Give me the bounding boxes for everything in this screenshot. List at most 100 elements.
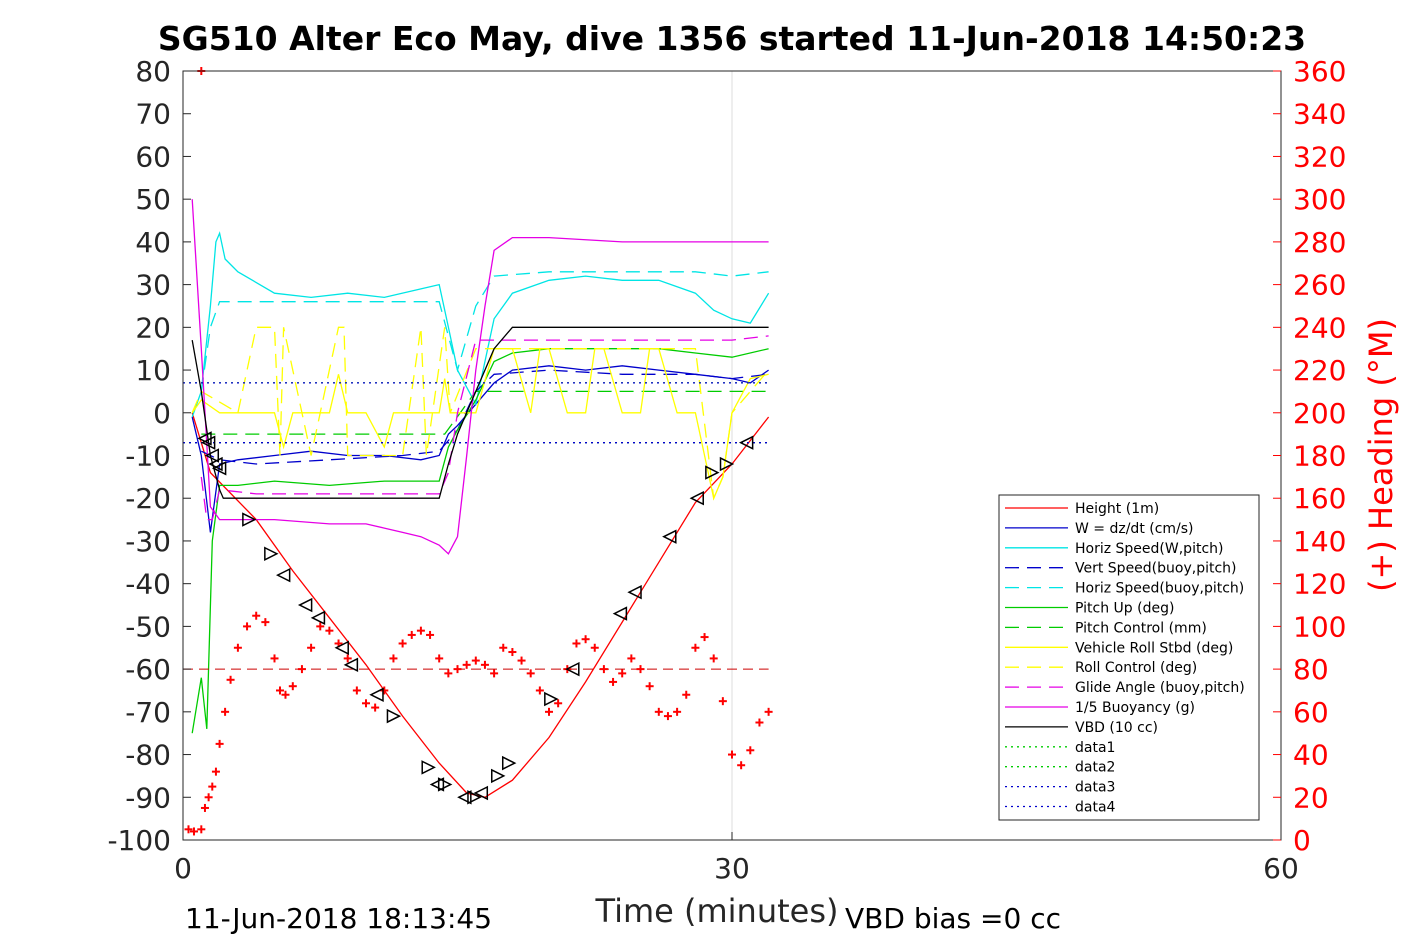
triangle-marker [738, 435, 754, 450]
series-line-pitch-up-deg- [191, 348, 769, 734]
right-tick-label: 260 [1293, 269, 1346, 302]
right-tick-label: 220 [1293, 354, 1346, 387]
triangle-marker [705, 465, 720, 480]
heading-point [233, 643, 242, 652]
heading-point [297, 665, 306, 674]
triangle-marker [429, 777, 445, 792]
legend-label: data3 [1075, 780, 1115, 796]
left-tick-label: -10 [125, 440, 171, 473]
heading-point [426, 630, 435, 639]
series-layer [183, 199, 770, 798]
right-tick-label: 360 [1293, 55, 1346, 88]
heading-point [554, 699, 563, 708]
triangle-marker [544, 691, 559, 707]
marker-layer [197, 431, 754, 805]
heading-point [316, 622, 325, 631]
series-line-vehicle-roll-stbd-deg- [191, 348, 769, 501]
heading-layer [184, 67, 773, 836]
series-line-1-5-buoyancy-g- [191, 199, 769, 555]
legend-label: Vehicle Roll Stbd (deg) [1075, 640, 1233, 656]
right-tick-label: 340 [1293, 98, 1346, 131]
legend-label: Height (1m) [1075, 501, 1159, 517]
series-line-roll-control-deg- [191, 326, 770, 501]
triangle-marker [491, 768, 506, 784]
heading-point [471, 656, 480, 665]
right-tick-label: 160 [1293, 482, 1346, 515]
triangle-marker [565, 661, 580, 677]
x-axis-ticks: 0 30 60 [174, 832, 1299, 885]
x-tick-label: 0 [174, 852, 192, 885]
triangle-marker [369, 687, 384, 702]
heading-point [189, 827, 198, 836]
heading-point [389, 654, 398, 663]
legend-label: Horiz Speed(W,pitch) [1075, 541, 1223, 557]
heading-point [352, 686, 361, 695]
legend-label: Roll Control (deg) [1075, 660, 1197, 676]
triangle-marker [689, 491, 704, 506]
footer-timestamp: 11-Jun-2018 18:13:45 [185, 902, 492, 935]
heading-point [572, 639, 581, 648]
heading-point [645, 682, 654, 691]
heading-point [380, 686, 389, 695]
heading-point [252, 611, 261, 620]
heading-point [371, 703, 380, 712]
heading-point [636, 665, 645, 674]
heading-point [654, 707, 663, 716]
chart-title: SG510 Alter Eco May, dive 1356 started 1… [158, 19, 1306, 58]
triangle-marker [310, 610, 326, 626]
heading-point [682, 690, 691, 699]
left-tick-label: -50 [125, 610, 171, 643]
legend-label: Pitch Up (deg) [1075, 601, 1174, 617]
left-tick-label: 80 [135, 55, 171, 88]
legend-label: VBD (10 cc) [1075, 720, 1158, 736]
right-tick-label: 60 [1293, 696, 1329, 729]
legend-label: data1 [1075, 740, 1115, 756]
right-tick-label: 120 [1293, 568, 1346, 601]
series-line-vert-speed-buoy-pitch- [201, 369, 769, 465]
left-tick-label: -80 [125, 739, 171, 772]
legend-label: data4 [1075, 800, 1116, 816]
heading-point [499, 643, 508, 652]
triangle-marker [501, 755, 517, 771]
heading-point [261, 618, 270, 627]
triangle-marker [242, 512, 257, 527]
heading-point [627, 654, 636, 663]
x-tick-label: 30 [714, 852, 750, 885]
heading-point [508, 648, 517, 657]
footer-vbd-bias: VBD bias =0 cc [845, 902, 1061, 935]
heading-point [700, 633, 709, 642]
heading-point [673, 707, 682, 716]
heading-point [416, 626, 425, 635]
triangle-marker [386, 708, 402, 724]
heading-point [200, 803, 209, 812]
right-tick-label: 40 [1293, 739, 1329, 772]
triangle-marker [662, 529, 677, 544]
heading-point [609, 677, 618, 686]
triangle-marker [467, 790, 482, 805]
legend-label: Vert Speed(buoy,pitch) [1075, 561, 1237, 577]
heading-point [709, 654, 718, 663]
right-tick-label: 0 [1293, 824, 1311, 857]
left-tick-label: -60 [125, 653, 171, 686]
triangle-marker [204, 448, 220, 463]
heading-point [444, 669, 453, 678]
right-tick-label: 80 [1293, 653, 1329, 686]
legend-label: W = dz/dt (cm/s) [1075, 521, 1194, 537]
right-tick-label: 20 [1293, 781, 1329, 814]
heading-point [490, 669, 499, 678]
triangle-marker [211, 461, 227, 476]
heading-point [691, 643, 700, 652]
heading-point [197, 825, 206, 834]
heading-point [204, 793, 213, 802]
heading-point [275, 686, 284, 695]
right-axis-label: (+) Heading (°M) [1362, 318, 1400, 592]
heading-point [211, 767, 220, 776]
heading-point [581, 635, 590, 644]
triangle-marker [200, 435, 216, 450]
left-tick-label: -90 [125, 781, 171, 814]
left-tick-label: -30 [125, 525, 171, 558]
left-tick-label: 40 [135, 226, 171, 259]
heading-point [288, 682, 297, 691]
triangle-marker [264, 546, 279, 561]
